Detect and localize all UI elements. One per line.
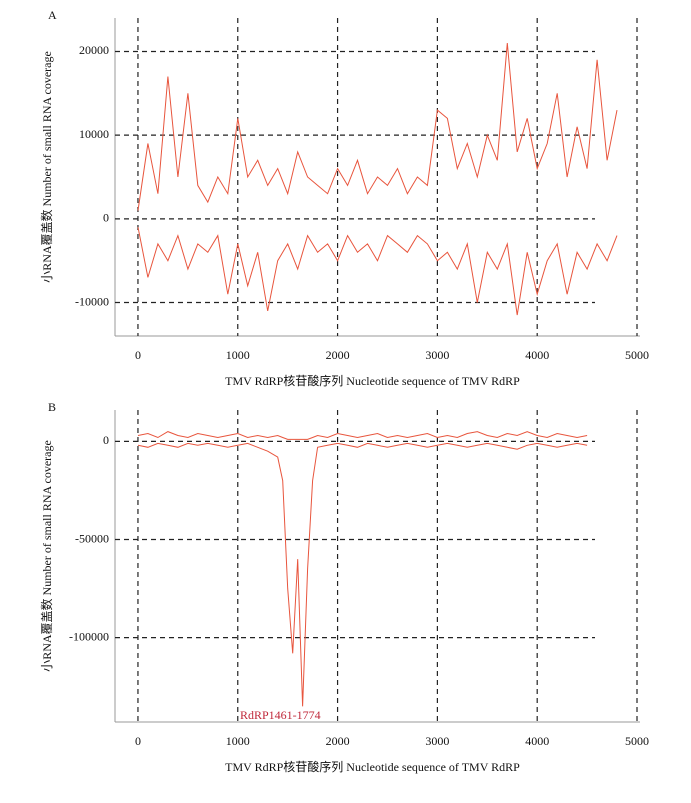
coverage-line — [137, 431, 588, 440]
annotation: RdRP1461-1774 — [240, 708, 321, 722]
x-tick-label: 4000 — [525, 348, 549, 362]
y-tick-label: 0 — [103, 433, 109, 447]
y-tick-label: -50000 — [75, 531, 109, 545]
x-axis-label: TMV RdRP核苷酸序列 Nucleotide sequence of TMV… — [225, 373, 520, 388]
coverage-line — [137, 442, 588, 707]
x-tick-label: 2000 — [326, 734, 350, 748]
x-tick-label: 1000 — [226, 734, 250, 748]
x-tick-label: 3000 — [425, 348, 449, 362]
x-tick-label: 1000 — [226, 348, 250, 362]
panel-label: B — [48, 400, 56, 414]
y-tick-label: -10000 — [75, 294, 109, 308]
x-tick-label: 4000 — [525, 734, 549, 748]
coverage-line — [137, 227, 618, 316]
x-tick-label: 3000 — [425, 734, 449, 748]
x-axis-label: TMV RdRP核苷酸序列 Nucleotide sequence of TMV… — [225, 759, 520, 774]
x-tick-label: 5000 — [625, 348, 649, 362]
y-tick-label: -100000 — [69, 629, 109, 643]
y-axis-label: 小RNA覆盖数 Number of small RNA coverage — [39, 440, 54, 672]
x-tick-label: 5000 — [625, 734, 649, 748]
y-axis-label: 小RNA覆盖数 Number of small RNA coverage — [39, 51, 54, 283]
x-tick-label: 0 — [135, 734, 141, 748]
x-tick-label: 2000 — [326, 348, 350, 362]
coverage-line — [137, 43, 618, 211]
y-tick-label: 20000 — [79, 43, 109, 57]
y-tick-label: 10000 — [79, 127, 109, 141]
y-tick-label: 0 — [103, 211, 109, 225]
panel-label: A — [48, 8, 57, 22]
x-tick-label: 0 — [135, 348, 141, 362]
